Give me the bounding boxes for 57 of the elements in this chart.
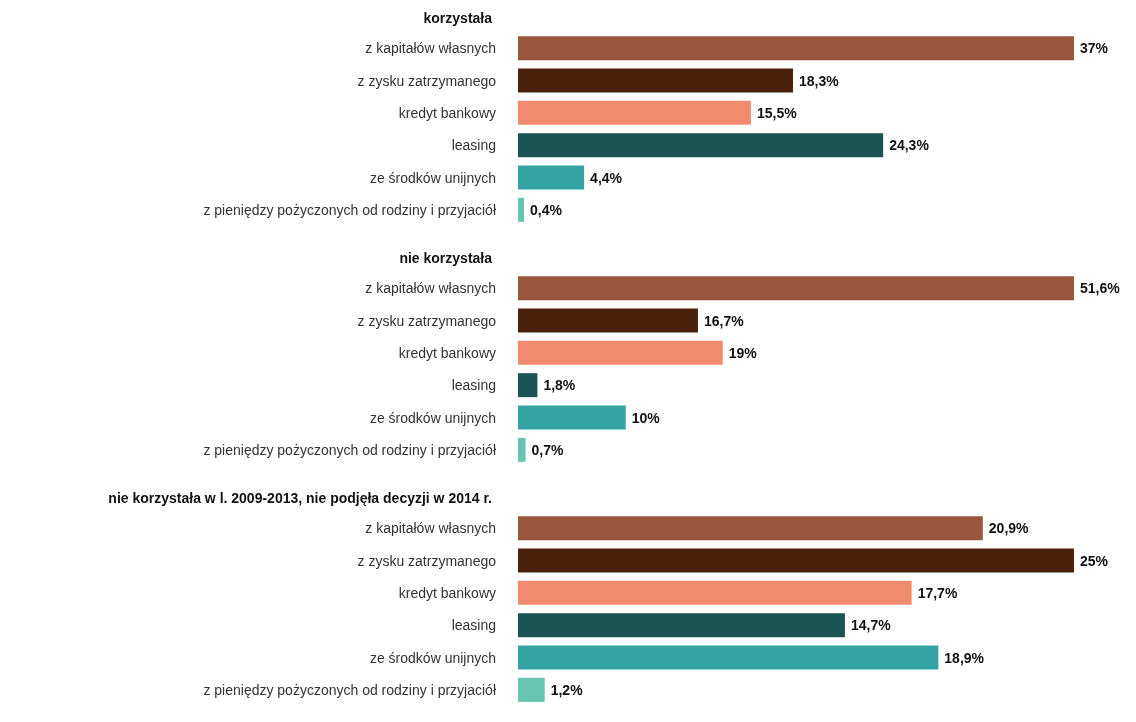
- data-label: 0,7%: [531, 441, 564, 458]
- bar: [518, 68, 793, 93]
- bar: [518, 437, 526, 462]
- bar: [518, 516, 983, 541]
- bar: [518, 276, 1074, 301]
- y-tick-label: z pieniędzy pożyczonych od rodziny i przyjaciół: [203, 201, 497, 218]
- data-label: 25%: [1080, 552, 1109, 569]
- bar: [518, 373, 538, 398]
- bar: [518, 100, 751, 125]
- bar: [518, 165, 585, 190]
- data-label: 4,4%: [590, 169, 623, 186]
- bar: [518, 548, 1074, 573]
- y-tick-label: leasing: [451, 617, 496, 634]
- chart-title: nie korzystała: [399, 250, 493, 266]
- bar: [518, 36, 1074, 61]
- data-label: 0,4%: [530, 201, 563, 218]
- bar: [518, 613, 845, 638]
- y-tick-label: z zysku zatrzymanego: [357, 312, 497, 329]
- y-tick-label: leasing: [451, 137, 496, 154]
- data-label: 1,2%: [550, 681, 584, 698]
- data-label: 1,8%: [543, 377, 576, 394]
- y-tick-label: z zysku zatrzymanego: [357, 72, 497, 89]
- bar: [518, 645, 939, 670]
- chart-title: korzystała: [423, 10, 493, 26]
- y-tick-label: z pieniędzy pożyczonych od rodziny i przyjaciół: [203, 441, 497, 458]
- data-label: 51,6%: [1080, 280, 1121, 297]
- data-label: 19%: [728, 344, 758, 361]
- data-label: 16,7%: [703, 312, 745, 329]
- data-label: 15,5%: [756, 104, 798, 121]
- bar: [518, 677, 545, 702]
- bar: [518, 197, 525, 222]
- data-label: 18,9%: [944, 649, 985, 666]
- y-tick-label: z zysku zatrzymanego: [357, 552, 497, 569]
- bar: [518, 580, 912, 605]
- bar: [518, 405, 626, 430]
- y-tick-label: z kapitałów własnych: [365, 40, 496, 57]
- data-label: 18,3%: [798, 72, 840, 89]
- bar: [518, 308, 698, 333]
- data-label: 10%: [631, 409, 661, 426]
- data-label: 20,9%: [988, 520, 1030, 537]
- y-tick-label: kredyt bankowy: [398, 584, 496, 601]
- data-label: 17,7%: [917, 584, 958, 601]
- bar: [518, 340, 723, 365]
- y-tick-label: z kapitałów własnych: [365, 520, 496, 537]
- y-tick-label: kredyt bankowy: [398, 104, 496, 121]
- y-tick-label: z kapitałów własnych: [365, 280, 496, 297]
- y-tick-label: ze środków unijnych: [369, 409, 496, 426]
- text: nie korzystała w l. 2009-2013, nie podjęła decyzji w 2014 r.: [108, 490, 492, 506]
- data-label: 24,3%: [889, 137, 930, 154]
- y-tick-label: ze środków unijnych: [369, 649, 496, 666]
- data-label: 14,7%: [850, 617, 892, 634]
- y-tick-label: kredyt bankowy: [398, 344, 496, 361]
- y-tick-label: ze środków unijnych: [369, 169, 496, 186]
- data-label: 37%: [1080, 40, 1109, 57]
- y-tick-label: leasing: [451, 377, 496, 394]
- bar: [518, 133, 884, 158]
- y-tick-label: z pieniędzy pożyczonych od rodziny i przyjaciół: [203, 681, 497, 698]
